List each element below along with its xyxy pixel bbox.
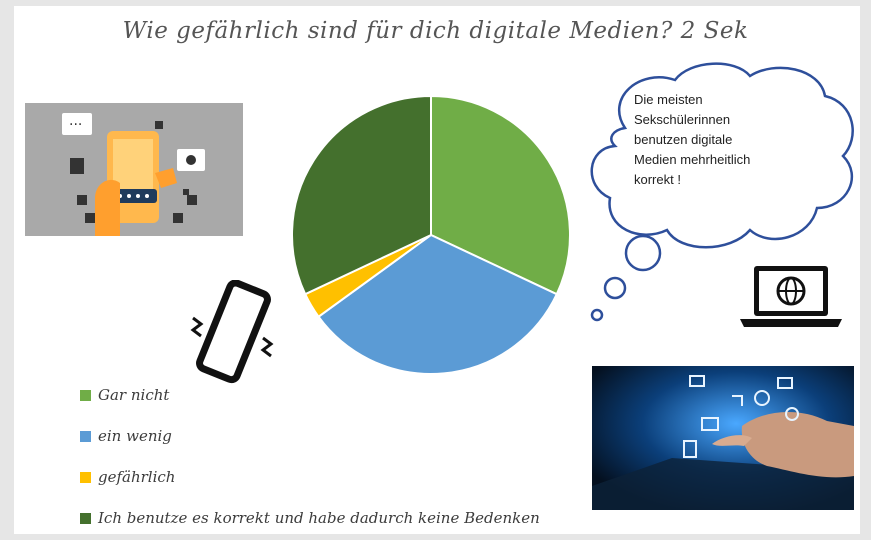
legend-label: Ich benutze es korrekt und habe dadurch … (98, 509, 540, 527)
legend-swatch (80, 472, 91, 483)
thought-line: Medien mehrheitlich (634, 152, 751, 167)
vibrating-phone-icon (190, 280, 274, 384)
laptop-globe-icon (740, 266, 842, 327)
legend-label: gefährlich (98, 468, 176, 486)
pie-slice (291, 94, 432, 296)
chart-title: Wie gefährlich sind für dich digitale Me… (122, 18, 749, 44)
legend-swatch (80, 390, 91, 401)
svg-text:···: ··· (69, 117, 82, 133)
legend-label: ein wenig (98, 427, 172, 445)
thought-bubble-text: Die meisten Sekschülerinnen benutzen dig… (634, 90, 804, 190)
thought-line: Sekschülerinnen (634, 112, 731, 127)
legend-label: Gar nicht (98, 386, 170, 404)
thought-line: korrekt ! (634, 172, 681, 187)
smartphone-hand-icon: ··· (25, 103, 243, 236)
thought-bubble-icon (590, 62, 854, 322)
legend-swatch (80, 513, 91, 524)
legend-swatch (80, 431, 91, 442)
pie-slice (430, 94, 571, 296)
touch-tablet-icon (592, 366, 854, 510)
thought-line: Die meisten (634, 92, 703, 107)
thought-line: benutzen digitale (634, 132, 733, 147)
pie-slice (317, 233, 559, 375)
